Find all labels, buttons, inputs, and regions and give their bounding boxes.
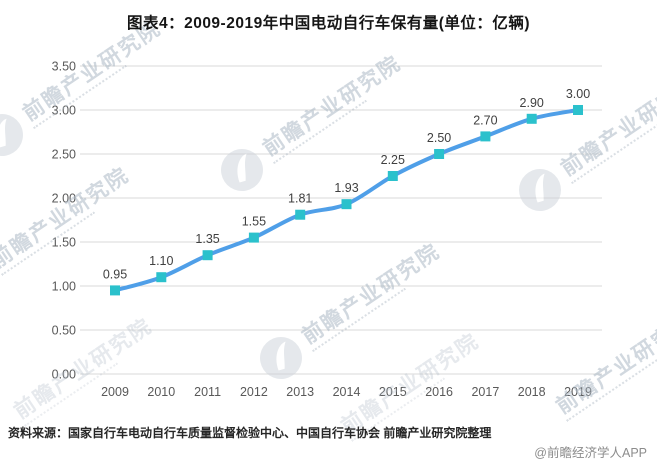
data-point-marker: [434, 149, 445, 159]
data-point-label: 2.50: [427, 131, 451, 145]
data-point-marker: [480, 131, 491, 142]
y-tick-label: 3.50: [52, 60, 76, 74]
data-point-marker: [573, 105, 583, 115]
x-tick-label: 2013: [286, 385, 314, 399]
y-tick-label: 2.50: [52, 148, 76, 162]
x-tick-label: 2014: [333, 385, 361, 399]
data-point-marker: [526, 113, 537, 124]
data-point-label: 2.90: [520, 96, 544, 110]
y-tick-label: 1.50: [52, 236, 76, 250]
data-point-label: 2.70: [473, 113, 497, 127]
data-point-label: 1.93: [334, 181, 358, 195]
y-tick-label: 1.00: [52, 280, 76, 294]
x-tick-label: 2010: [147, 385, 175, 399]
data-point-marker: [387, 171, 398, 181]
x-tick-label: 2011: [194, 385, 221, 399]
y-tick-label: 3.00: [52, 104, 76, 118]
credit-note: @前瞻经济学人APP: [534, 446, 647, 460]
data-point-label: 1.35: [195, 232, 219, 246]
x-tick-label: 2018: [518, 385, 546, 399]
data-point-label: 3.00: [566, 87, 590, 101]
x-tick-label: 2012: [240, 385, 268, 399]
x-tick-label: 2016: [425, 385, 453, 399]
x-tick-label: 2015: [379, 385, 407, 399]
y-tick-label: 0.50: [52, 324, 76, 338]
y-tick-label: 2.00: [52, 192, 76, 206]
data-point-marker: [202, 250, 213, 261]
data-point-marker: [341, 199, 352, 210]
data-point-marker: [248, 232, 259, 243]
data-point-label: 0.95: [103, 267, 127, 281]
source-note: 资料来源：国家自行车电动自行车质量监督检验中心、中国自行车协会 前瞻产业研究院整…: [8, 426, 492, 440]
chart-title: 图表4：2009-2019年中国电动自行车保有量(单位：亿辆): [126, 15, 531, 32]
data-point-label: 1.55: [242, 215, 266, 229]
data-point-marker: [110, 285, 120, 296]
x-tick-label: 2017: [471, 385, 499, 399]
data-point-marker: [295, 209, 306, 220]
data-point-label: 1.10: [149, 254, 173, 268]
data-point-label: 2.25: [381, 153, 405, 167]
data-point-marker: [156, 272, 167, 283]
line-chart: 0.00 0.50 1.00 1.50 2.00 2.50 3.00 3.50 2009 2010…: [52, 60, 602, 399]
data-point-label: 1.81: [288, 192, 312, 206]
y-tick-label: 0.00: [52, 368, 76, 382]
x-tick-label: 2019: [564, 385, 592, 399]
x-tick-label: 2009: [101, 385, 129, 399]
